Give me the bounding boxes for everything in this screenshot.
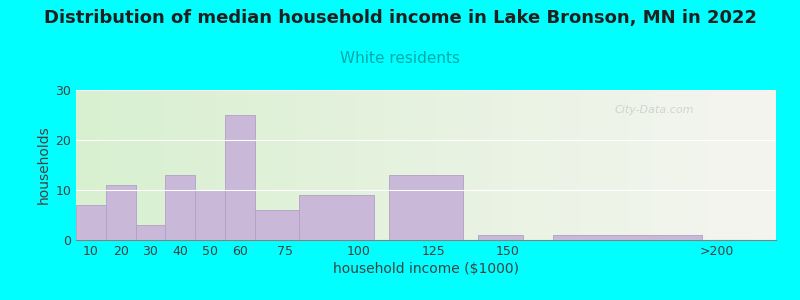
Bar [478, 235, 523, 240]
Bar [299, 195, 374, 240]
Text: White residents: White residents [340, 51, 460, 66]
Bar [76, 205, 106, 240]
X-axis label: household income ($1000): household income ($1000) [333, 262, 519, 276]
Bar [106, 185, 135, 240]
Bar [135, 225, 166, 240]
Bar [389, 175, 463, 240]
Bar [553, 235, 702, 240]
Y-axis label: households: households [37, 126, 51, 204]
Text: City-Data.com: City-Data.com [615, 105, 694, 115]
Bar [254, 210, 299, 240]
Text: Distribution of median household income in Lake Bronson, MN in 2022: Distribution of median household income … [43, 9, 757, 27]
Bar [195, 190, 225, 240]
Bar [225, 115, 254, 240]
Bar [166, 175, 195, 240]
